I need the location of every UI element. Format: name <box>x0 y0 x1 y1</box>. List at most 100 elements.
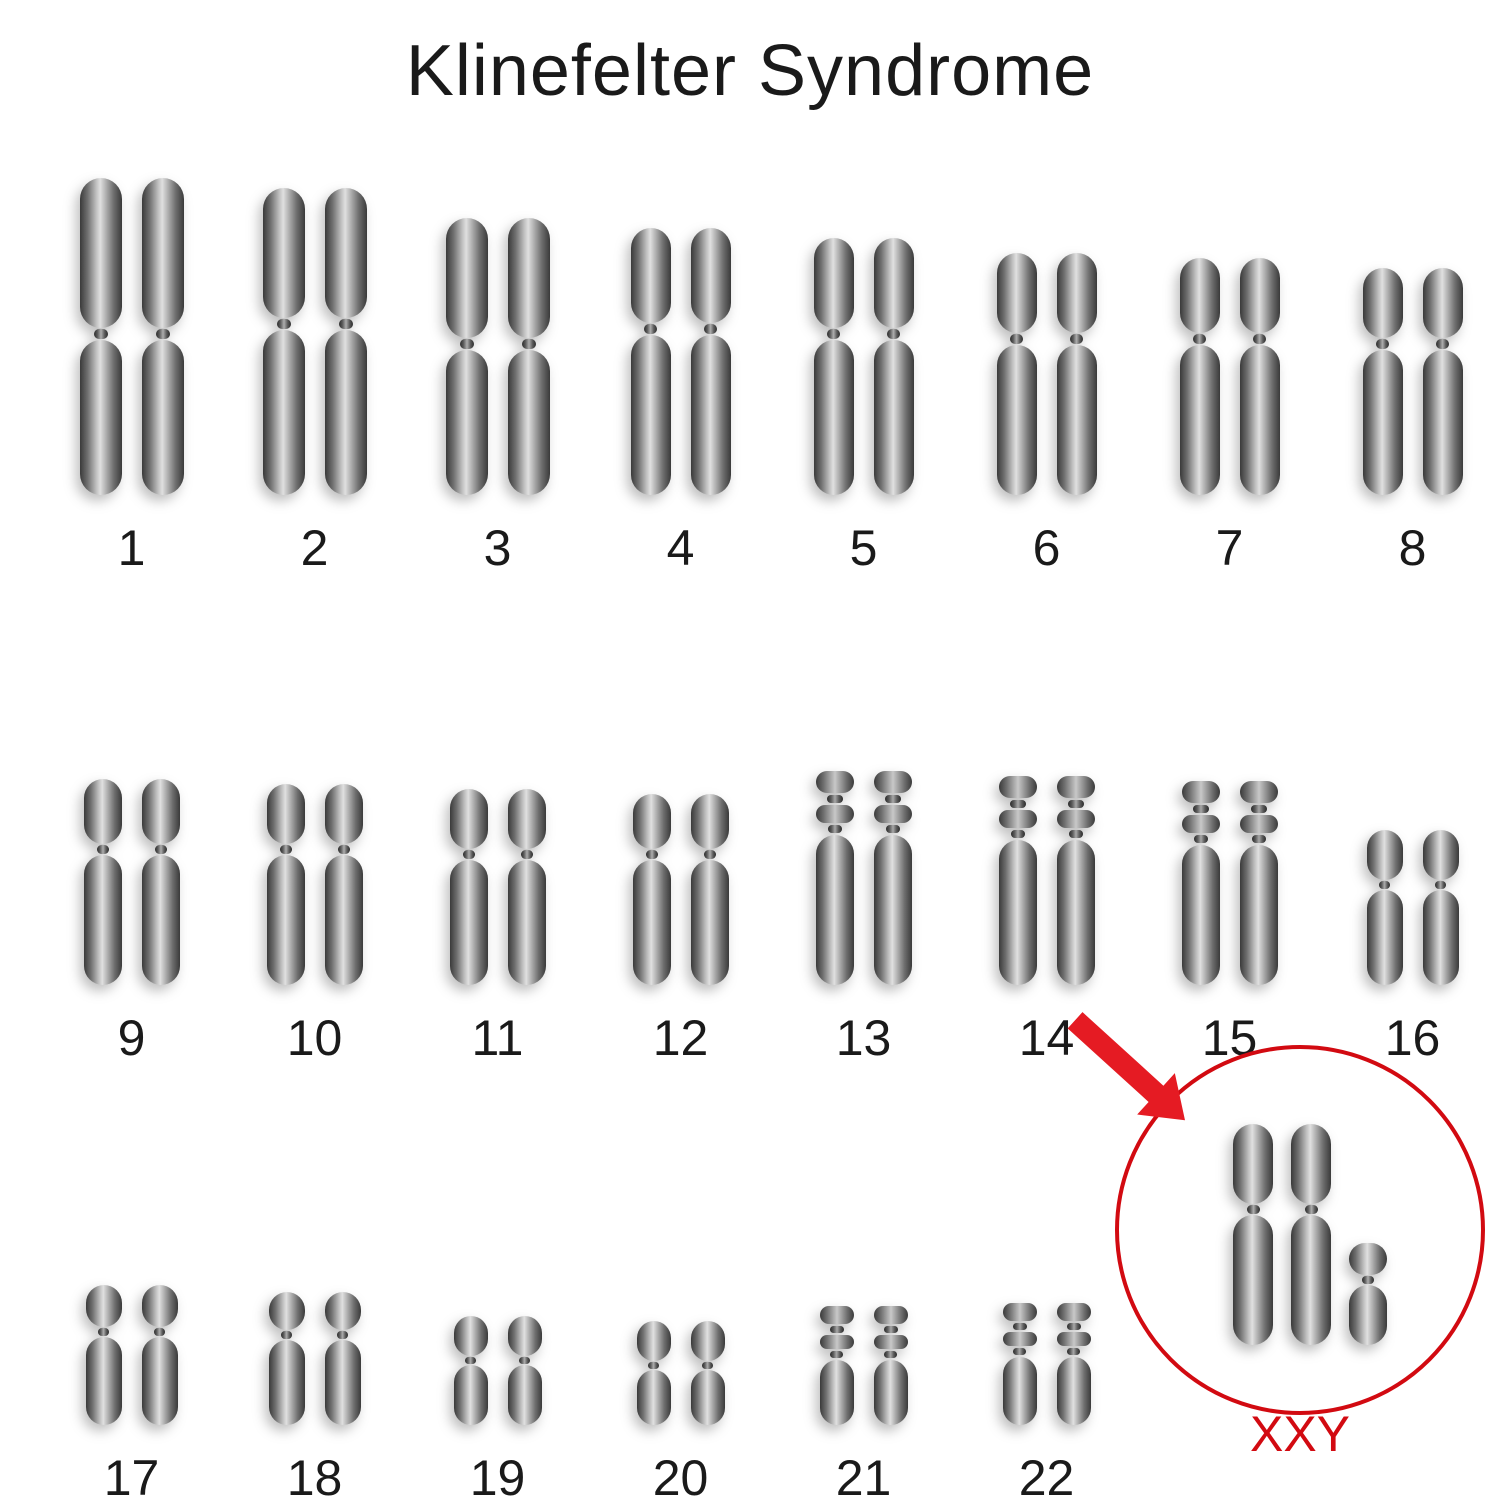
chromosome <box>814 238 854 495</box>
chromosome <box>816 771 854 985</box>
karyotype-cell: 18 <box>223 1105 406 1507</box>
chromosome-pair <box>999 665 1095 985</box>
chromosome <box>269 1292 305 1425</box>
chromosome <box>1423 268 1463 495</box>
chromosome <box>325 784 363 985</box>
chromosome <box>1057 1303 1091 1425</box>
chromosome <box>999 776 1037 985</box>
chromosome <box>1057 253 1097 495</box>
karyotype-cell: 3 <box>406 175 589 577</box>
chromosome-pair <box>263 175 367 495</box>
chromosome-pair <box>997 175 1097 495</box>
chromosome-label: 21 <box>836 1449 892 1507</box>
chromosome <box>631 228 671 495</box>
chromosome <box>1367 830 1403 985</box>
chromosome-label: 5 <box>850 519 878 577</box>
chromosome-pair <box>80 175 184 495</box>
chromosome-pair <box>816 665 912 985</box>
chromosome <box>1057 776 1095 985</box>
chromosome <box>820 1306 854 1425</box>
chromosome-pair <box>820 1105 908 1425</box>
chromosome-pair <box>267 665 363 985</box>
chromosome <box>325 1292 361 1425</box>
karyotype-row: 1 2 3 4 5 6 7 8 <box>0 175 1500 577</box>
chromosome <box>446 218 488 495</box>
chromosome <box>86 1285 122 1425</box>
chromosome-label: 9 <box>118 1009 146 1067</box>
karyotype-cell: 22 <box>955 1105 1138 1507</box>
chromosome-pair <box>446 175 550 495</box>
page-title: Klinefelter Syndrome <box>0 30 1500 112</box>
chromosome <box>691 228 731 495</box>
chromosome-pair <box>1363 175 1463 495</box>
chromosome-pair <box>269 1105 361 1425</box>
chromosome-pair <box>450 665 546 985</box>
karyotype-cell: 4 <box>589 175 772 577</box>
chromosome-label: 20 <box>653 1449 709 1507</box>
chromosome <box>874 238 914 495</box>
chromosome <box>508 1316 542 1425</box>
chromosome <box>454 1316 488 1425</box>
karyotype-cell: 20 <box>589 1105 772 1507</box>
chromosome-pair <box>1180 175 1280 495</box>
chromosome-label: 12 <box>653 1009 709 1067</box>
karyotype-cell: 9 <box>40 665 223 1067</box>
chromosome-label: 6 <box>1033 519 1061 577</box>
chromosome <box>267 784 305 985</box>
chromosome-label: 11 <box>472 1009 524 1067</box>
chromosome-pair <box>814 175 914 495</box>
chromosome-label: 13 <box>836 1009 892 1067</box>
chromosome <box>633 794 671 985</box>
chromosome-label: 18 <box>287 1449 343 1507</box>
chromosome-pair <box>1003 1105 1091 1425</box>
sex-chromosome-label: XXY <box>1240 1405 1360 1463</box>
chromosome <box>142 779 180 985</box>
chromosome <box>1003 1303 1037 1425</box>
chromosome <box>508 218 550 495</box>
chromosome-label: 1 <box>118 519 146 577</box>
chromosome-label: 4 <box>667 519 695 577</box>
chromosome-label: 8 <box>1399 519 1427 577</box>
chromosome-pair <box>631 175 731 495</box>
chromosome-label: 10 <box>287 1009 343 1067</box>
chromosome-pair <box>86 1105 178 1425</box>
chromosome <box>263 188 305 495</box>
karyotype-cell: 16 <box>1321 665 1500 1067</box>
chromosome <box>874 1306 908 1425</box>
chromosome-label: 19 <box>470 1449 526 1507</box>
chromosome <box>874 771 912 985</box>
karyotype-cell: 12 <box>589 665 772 1067</box>
chromosome <box>142 178 184 495</box>
chromosome <box>1363 268 1403 495</box>
chromosome-pair <box>84 665 180 985</box>
chromosome <box>1423 830 1459 985</box>
karyotype-row: 910111213141516 <box>0 665 1500 1067</box>
karyotype-cell: 19 <box>406 1105 589 1507</box>
chromosome <box>997 253 1037 495</box>
karyotype-cell: 8 <box>1321 175 1500 577</box>
chromosome-label: 2 <box>301 519 329 577</box>
karyotype-cell: 7 <box>1138 175 1321 577</box>
karyotype-cell: 5 <box>772 175 955 577</box>
karyotype-cell: 1 <box>40 175 223 577</box>
chromosome-label: 22 <box>1019 1449 1075 1507</box>
chromosome-pair <box>1367 665 1459 985</box>
chromosome <box>142 1285 178 1425</box>
chromosome-pair <box>633 665 729 985</box>
chromosome <box>637 1321 671 1425</box>
chromosome <box>325 188 367 495</box>
chromosome-pair <box>454 1105 542 1425</box>
chromosome-pair <box>1182 665 1278 985</box>
chromosome <box>1240 781 1278 985</box>
chromosome <box>1240 258 1280 495</box>
chromosome <box>450 789 488 985</box>
karyotype-cell: 21 <box>772 1105 955 1507</box>
chromosome <box>1180 258 1220 495</box>
karyotype-cell: 11 <box>406 665 589 1067</box>
karyotype-cell: 10 <box>223 665 406 1067</box>
karyotype-cell: 15 <box>1138 665 1321 1067</box>
chromosome-label: 7 <box>1216 519 1244 577</box>
karyotype-cell: 6 <box>955 175 1138 577</box>
chromosome-label: 3 <box>484 519 512 577</box>
chromosome <box>508 789 546 985</box>
